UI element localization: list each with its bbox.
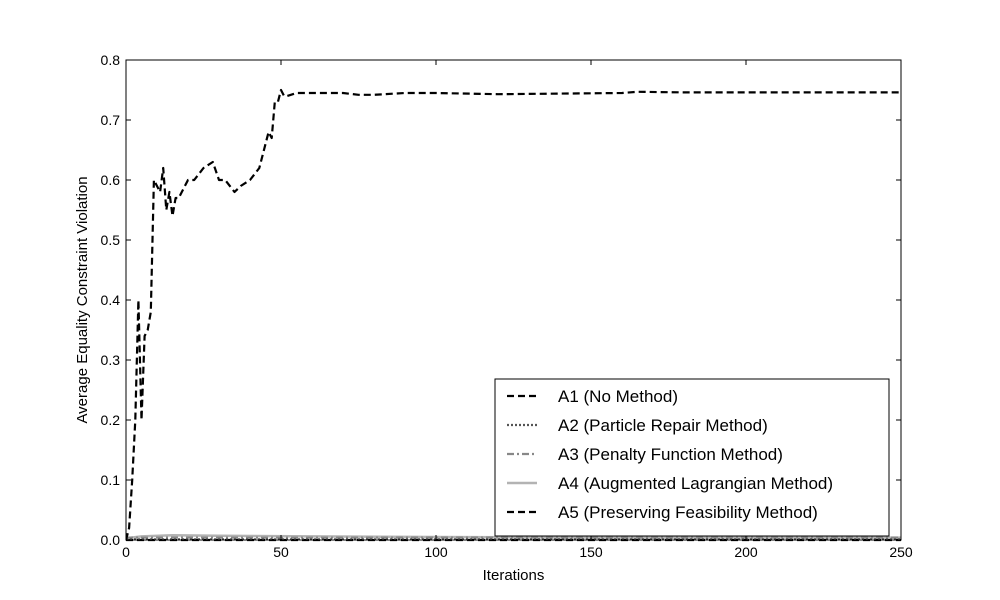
legend-label-5: A5 (Preserving Feasibility Method) — [558, 503, 818, 522]
x-axis-label: Iterations — [483, 567, 545, 584]
series-line-1 — [126, 88, 901, 541]
x-tick-label: 250 — [889, 544, 913, 560]
legend-label-2: A2 (Particle Repair Method) — [558, 416, 768, 435]
x-tick-label: 50 — [273, 544, 289, 560]
y-tick-label: 0.6 — [101, 172, 121, 188]
x-tick-label: 100 — [424, 544, 448, 560]
y-tick-label: 0.7 — [101, 112, 121, 128]
x-tick-label: 0 — [122, 544, 130, 560]
legend-label-4: A4 (Augmented Lagrangian Method) — [558, 474, 833, 493]
y-tick-label: 0.0 — [101, 532, 121, 548]
y-axis-label: Average Equality Constraint Violation — [74, 176, 91, 423]
legend-box — [494, 378, 890, 537]
legend: A1 (No Method) A2 (Particle Repair Method… — [494, 378, 890, 537]
legend-label-1: A1 (No Method) — [558, 387, 678, 406]
y-tick-label: 0.1 — [101, 472, 121, 488]
y-tick-label: 0.4 — [101, 292, 121, 308]
y-tick-label: 0.8 — [101, 52, 121, 68]
axis-layer: 0 50 100 150 200 250 0.0 0.1 0.2 0.3 0.4 0.5 0.6 0.7 0… — [101, 52, 913, 560]
x-tick-label: 200 — [734, 544, 758, 560]
y-tick-label: 0.5 — [101, 232, 121, 248]
series-line-4 — [126, 533, 901, 540]
x-tick-label: 150 — [579, 544, 603, 560]
legend-label-3: A3 (Penalty Function Method) — [558, 445, 783, 464]
y-tick-label: 0.3 — [101, 352, 121, 368]
y-tick-label: 0.2 — [101, 412, 121, 428]
